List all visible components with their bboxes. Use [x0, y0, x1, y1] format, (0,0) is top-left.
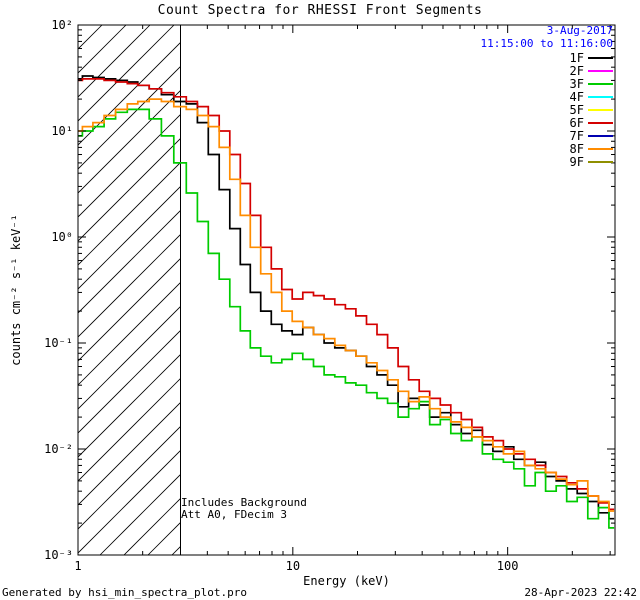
- legend-item-6F: 6F: [570, 116, 613, 130]
- svg-text:5F: 5F: [570, 103, 584, 117]
- series-1F-line: [78, 75, 615, 520]
- svg-text:7F: 7F: [570, 129, 584, 143]
- attenuator-note: Att A0, FDecim 3: [181, 508, 287, 521]
- legend-item-8F: 8F: [570, 142, 613, 156]
- svg-text:9F: 9F: [570, 155, 584, 169]
- svg-text:1: 1: [74, 559, 81, 573]
- svg-text:6F: 6F: [570, 116, 584, 130]
- svg-text:8F: 8F: [570, 142, 584, 156]
- svg-text:2F: 2F: [570, 64, 584, 78]
- legend-item-5F: 5F: [570, 103, 613, 117]
- series-8F-line: [78, 98, 615, 512]
- legend-item-1F: 1F: [570, 51, 613, 65]
- hatch-region: [78, 25, 181, 555]
- legend-item-4F: 4F: [570, 90, 613, 104]
- y-tick-labels: 10⁻³ 10⁻² 10⁻¹ 10⁰ 10¹ 10²: [44, 18, 73, 562]
- svg-text:4F: 4F: [570, 90, 584, 104]
- svg-text:3F: 3F: [570, 77, 584, 91]
- generation-timestamp: 28-Apr-2023 22:42: [524, 586, 637, 599]
- svg-text:10: 10: [286, 559, 300, 573]
- svg-text:10⁻¹: 10⁻¹: [44, 336, 73, 350]
- series-3F-line: [78, 108, 615, 529]
- chart-title: Count Spectra for RHESSI Front Segments: [157, 3, 483, 18]
- svg-text:10⁻³: 10⁻³: [44, 548, 73, 562]
- legend-item-9F: 9F: [570, 155, 613, 169]
- legend-item-2F: 2F: [570, 64, 613, 78]
- x-tick-labels: 1 10 100: [74, 559, 518, 573]
- svg-text:100: 100: [497, 559, 519, 573]
- series-6F-line: [78, 78, 615, 511]
- svg-text:10⁰: 10⁰: [51, 230, 73, 244]
- date-annotation: 3-Aug-2017: [546, 24, 613, 37]
- background-note: Includes Background: [181, 496, 307, 509]
- svg-text:10⁻²: 10⁻²: [44, 442, 73, 456]
- legend-item-3F: 3F: [570, 77, 613, 91]
- y-axis-label: counts cm⁻² s⁻¹ keV⁻¹: [9, 214, 23, 366]
- plot-frame: [77, 24, 616, 556]
- svg-text:1F: 1F: [570, 51, 584, 65]
- x-axis-label: Energy (keV): [303, 574, 390, 588]
- svg-text:10¹: 10¹: [51, 124, 73, 138]
- svg-text:10²: 10²: [51, 18, 73, 32]
- time-range-annotation: 11:15:00 to 11:16:00: [480, 37, 613, 50]
- generator-credit: Generated by hsi_min_spectra_plot.pro: [2, 586, 248, 599]
- legend-item-7F: 7F: [570, 129, 613, 143]
